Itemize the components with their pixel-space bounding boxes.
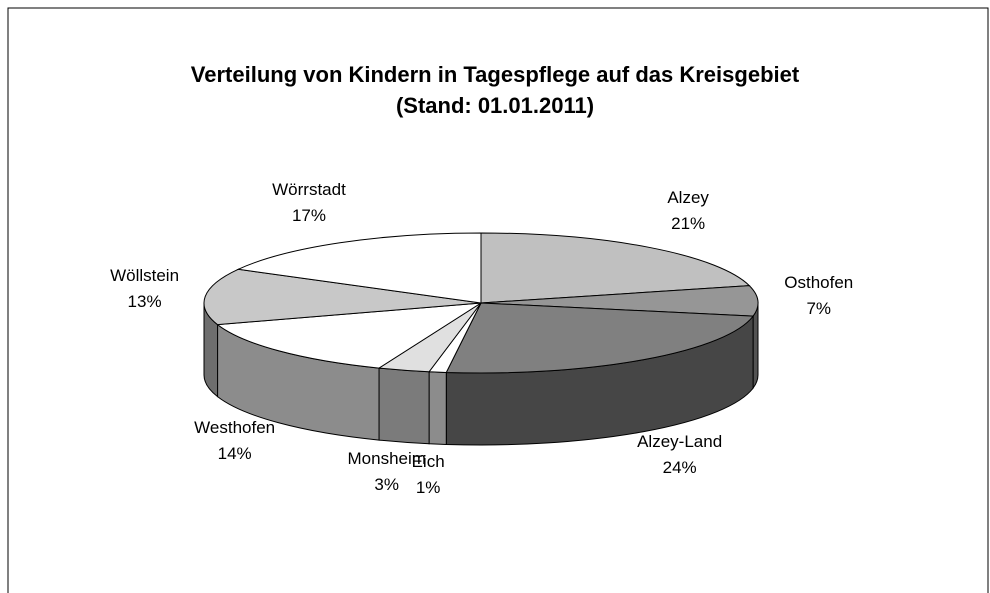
- slice-label: Wöllstein: [110, 266, 179, 285]
- slice-label: Eich: [412, 452, 445, 471]
- chart-frame: [7, 7, 989, 593]
- slice-label: Alzey: [667, 188, 709, 207]
- slice-value-label: 1%: [416, 478, 441, 497]
- pie-slice: [236, 232, 482, 304]
- slice-label: Alzey-Land: [637, 432, 722, 451]
- pie-slice: [480, 232, 751, 304]
- slice-label: Wörrstadt: [272, 180, 346, 199]
- pie-slice: [480, 285, 759, 317]
- slice-value-label: 14%: [218, 444, 252, 463]
- slice-value-label: 7%: [806, 299, 831, 318]
- slice-value-label: 17%: [292, 206, 326, 225]
- pie-slice-side: [378, 367, 430, 445]
- slice-label: Monsheim: [348, 449, 426, 468]
- pie-slice-side: [428, 371, 447, 445]
- pie-slice: [203, 268, 482, 326]
- pie-slice: [445, 302, 755, 374]
- slice-label: Osthofen: [784, 273, 853, 292]
- chart-title: Verteilung von Kindern in Tagespflege au…: [191, 62, 800, 87]
- slice-value-label: 24%: [663, 458, 697, 477]
- slice-value-label: 3%: [374, 475, 399, 494]
- slice-label: Westhofen: [194, 418, 275, 437]
- chart-subtitle: (Stand: 01.01.2011): [396, 93, 594, 118]
- slice-value-label: 21%: [671, 214, 705, 233]
- slice-value-label: 13%: [128, 292, 162, 311]
